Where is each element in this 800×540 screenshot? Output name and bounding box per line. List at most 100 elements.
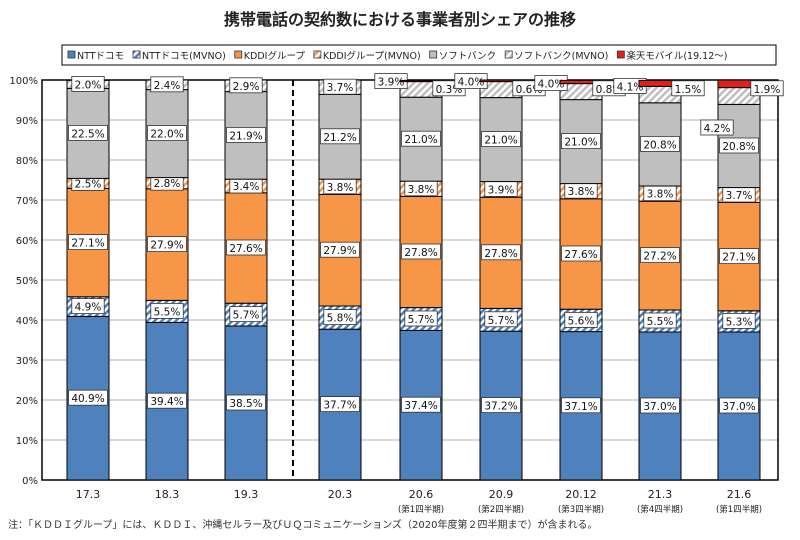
x-tick-label: 20.9 (489, 488, 514, 501)
legend-label: 楽天モバイル(19.12～) (626, 50, 727, 62)
y-tick-label: 90% (16, 116, 38, 127)
data-label-box (226, 394, 266, 411)
data-label: 3.7% (726, 190, 753, 202)
legend-swatch (132, 50, 141, 59)
data-label: 3.9% (488, 184, 515, 196)
data-label-box (561, 245, 601, 262)
data-label: 20.8% (722, 141, 755, 153)
x-sub-label: (第3四半期) (558, 504, 604, 515)
data-label: 3.7% (327, 82, 354, 94)
data-label: 5.5% (647, 316, 674, 328)
x-tick-label: 21.3 (648, 488, 673, 501)
data-label-box (671, 80, 705, 97)
data-label-box (147, 125, 187, 141)
x-tick-label: 20.3 (328, 488, 353, 501)
data-label-box (401, 396, 441, 413)
data-label-box (640, 397, 680, 414)
data-label: 20.8% (643, 139, 676, 151)
legend-label: NTTドコモ(MVNO) (142, 51, 226, 62)
data-label: 4.1% (617, 81, 644, 93)
data-label: 40.9% (71, 393, 104, 405)
data-label-box (323, 78, 357, 95)
y-tick-label: 80% (16, 156, 38, 167)
data-label: 4.2% (704, 123, 731, 135)
data-label: 38.5% (229, 398, 262, 410)
data-label: 21.2% (323, 132, 356, 144)
data-label: 5.7% (488, 315, 515, 327)
x-tick-label: 17.3 (76, 488, 101, 501)
data-label: 5.6% (568, 315, 595, 327)
legend-label: KDDIグループ (244, 50, 306, 62)
x-tick-label: 19.3 (234, 488, 259, 501)
legend-swatch (504, 50, 513, 59)
legend-swatch (616, 50, 625, 59)
x-tick-label: 21.6 (727, 488, 752, 501)
data-label: 3.9% (378, 77, 405, 89)
data-label-box (150, 302, 184, 319)
footnote: 注：「ＫＤＤＩグループ」には、ＫＤＤＩ、沖縄セルラー及びＵＱコミュニケーションズ… (8, 520, 598, 531)
legend-label: NTTドコモ (77, 51, 124, 62)
data-label: 27.6% (564, 249, 597, 261)
y-tick-label: 50% (16, 276, 38, 287)
data-label-box (481, 397, 521, 414)
data-label-box (71, 76, 105, 92)
data-label-box (484, 311, 518, 328)
data-label-box (561, 133, 601, 150)
data-label-box (722, 312, 756, 329)
data-label: 21.9% (229, 130, 262, 142)
data-label: 1.9% (754, 84, 781, 96)
data-label: 5.7% (408, 314, 435, 326)
x-sub-label: (第4四半期) (637, 504, 683, 515)
data-label-box (68, 389, 108, 406)
data-label-box (640, 247, 680, 264)
data-label: 2.8% (154, 178, 181, 190)
x-sub-label: (第1四半期) (716, 504, 762, 515)
data-label: 21.0% (564, 137, 597, 149)
y-tick-label: 30% (16, 356, 38, 367)
data-label: 2.4% (154, 80, 181, 92)
data-label-box (320, 396, 360, 413)
data-label: 37.4% (404, 400, 437, 412)
data-label: 27.8% (484, 248, 517, 260)
data-label-box (401, 130, 441, 147)
y-tick-label: 10% (16, 436, 38, 447)
data-label-box (150, 76, 184, 93)
data-label: 37.0% (722, 401, 755, 413)
y-tick-label: 40% (16, 316, 38, 327)
data-label-box (147, 392, 187, 409)
legend-swatch (313, 50, 322, 59)
chart-title: 携帯電話の契約数における事業者別シェアの推移 (223, 10, 576, 29)
data-label-box (323, 309, 357, 326)
data-label: 4.9% (75, 302, 102, 314)
legend-label: ソフトバンク (439, 51, 496, 62)
legend-label: KDDIグループ(MVNO) (323, 50, 421, 62)
legend-swatch (67, 50, 76, 59)
data-label-box (643, 312, 677, 329)
data-label: 21.0% (404, 134, 437, 146)
x-sub-label: (第2四半期) (478, 504, 524, 515)
legend-swatch (234, 50, 243, 59)
legend-label: ソフトバンク(MVNO) (514, 51, 608, 62)
data-label-box (404, 310, 438, 327)
data-label: 37.1% (564, 401, 597, 413)
data-label: 2.0% (75, 79, 102, 91)
y-tick-label: 70% (16, 196, 38, 207)
data-label: 4.0% (458, 77, 485, 89)
data-label: 22.5% (71, 128, 104, 140)
y-tick-label: 20% (16, 396, 38, 407)
data-label: 1.5% (675, 84, 702, 96)
data-label-box (719, 397, 759, 414)
data-label: 3.8% (327, 182, 354, 194)
data-label: 3.8% (568, 186, 595, 198)
data-label-box (481, 131, 521, 148)
data-label-box (226, 127, 266, 143)
data-label: 37.0% (643, 401, 676, 413)
data-label-box (640, 135, 680, 152)
data-label: 5.5% (154, 306, 181, 318)
data-label-box (229, 77, 263, 94)
data-label-box (71, 298, 105, 315)
x-tick-label: 20.12 (565, 488, 597, 501)
x-tick-label: 18.3 (155, 488, 180, 501)
data-label: 27.1% (71, 238, 104, 250)
data-label: 5.7% (233, 310, 260, 322)
